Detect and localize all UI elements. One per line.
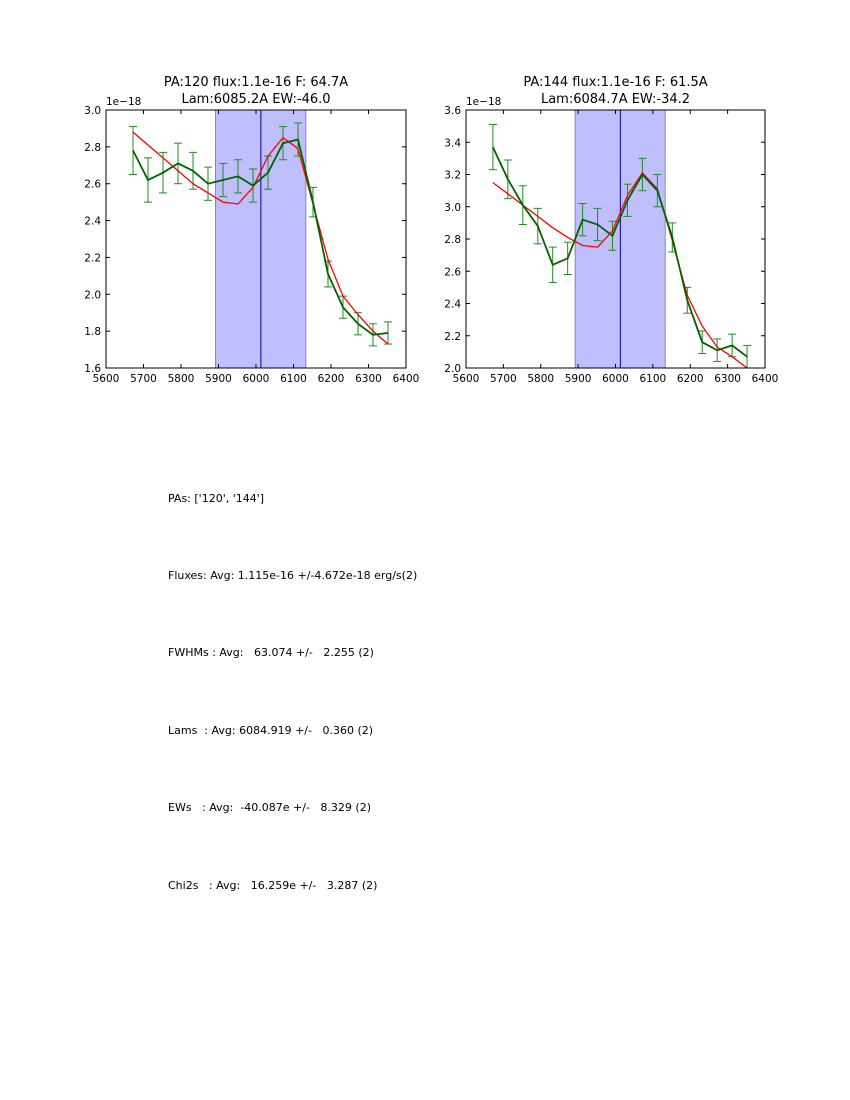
chart-pa120: 5600 5700 5800 5900 6000 6100 6200 6300 6400 1.6 1… — [84, 75, 419, 385]
chart0-xtick-label: 5900 — [205, 373, 232, 385]
chart0-title-line2: Lam:6085.2A EW:-46.0 — [181, 92, 330, 107]
chart0-xtick-label: 5600 — [93, 373, 120, 385]
figure: 5600 5700 5800 5900 6000 6100 6200 6300 6400 1.6 1… — [84, 75, 778, 385]
chart1-xtick-label: 6100 — [640, 373, 667, 385]
stats-lams: Lams : Avg: 6084.919 +/- 0.360 (2) — [168, 723, 374, 737]
chart1-ytick-label: 2.8 — [444, 234, 461, 246]
chart0-xtick-label: 6400 — [393, 373, 420, 385]
chart0-title-line1: PA:120 flux:1.1e-16 F: 64.7A — [164, 75, 348, 90]
chart0-xtick-label: 6100 — [280, 373, 307, 385]
stats-fwhms: FWHMs : Avg: 63.074 +/- 2.255 (2) — [168, 646, 374, 660]
chart0-xtick-label: 5700 — [130, 373, 157, 385]
stats-pas: PAs: ['120', '144'] — [168, 491, 265, 505]
stats-block: PAs: ['120', '144'] Fluxes: Avg: 1.115e-… — [168, 434, 417, 924]
chart1-ytick-label: 2.2 — [444, 331, 461, 343]
chart1-xtick-label: 5900 — [565, 373, 592, 385]
chart0-ytick-label: 2.6 — [84, 179, 101, 191]
chart1-ytick-label: 2.6 — [444, 266, 461, 278]
chart0-data-line — [132, 138, 389, 336]
chart0-ytick-label: 3.0 — [84, 105, 101, 117]
chart1-xtick-label: 6000 — [602, 373, 629, 385]
chart1-xtick-label: 6300 — [714, 373, 741, 385]
chart-pa144: 5600 5700 5800 5900 6000 6100 6200 6300 6400 2.0 2… — [444, 75, 778, 385]
stats-ews: EWs : Avg: -40.087e +/- 8.329 (2) — [168, 801, 371, 815]
chart0-offset-label: 1e−18 — [106, 96, 141, 108]
chart0-xtick-label: 5800 — [168, 373, 195, 385]
chart1-ytick-label: 2.0 — [444, 363, 461, 375]
chart1-xtick-label: 6400 — [752, 373, 779, 385]
chart1-ytick-label: 3.2 — [444, 170, 461, 182]
chart0-xtick-label: 6200 — [318, 373, 345, 385]
chart0-ytick-label: 2.0 — [84, 289, 101, 301]
chart1-title-line2: Lam:6084.7A EW:-34.2 — [541, 92, 690, 107]
stats-fluxes: Fluxes: Avg: 1.115e-16 +/-4.672e-18 erg/… — [168, 568, 418, 582]
chart0-xtick-label: 6300 — [355, 373, 382, 385]
chart1-ytick-label: 3.0 — [444, 202, 461, 214]
chart0-ytick-label: 2.2 — [84, 252, 101, 264]
chart0-ytick-label: 1.6 — [84, 363, 101, 375]
chart1-xtick-label: 6200 — [677, 373, 704, 385]
chart0-ytick-label: 1.8 — [84, 326, 101, 338]
chart0-fit-line — [132, 131, 389, 345]
chart1-ytick-label: 3.4 — [444, 137, 461, 149]
chart1-ytick-label: 2.4 — [444, 299, 461, 311]
chart0-ytick-label: 2.8 — [84, 142, 101, 154]
chart1-xtick-label: 5600 — [453, 373, 480, 385]
chart1-xtick-label: 5700 — [490, 373, 517, 385]
chart1-data-line — [492, 146, 748, 358]
chart1-ytick-label: 3.6 — [444, 105, 461, 117]
chart1-title-line1: PA:144 flux:1.1e-16 F: 61.5A — [523, 75, 707, 90]
chart1-offset-label: 1e−18 — [466, 96, 501, 108]
chart0-ytick-label: 2.4 — [84, 216, 101, 228]
chart1-fit-line — [492, 171, 748, 369]
chart0-xtick-label: 6000 — [243, 373, 270, 385]
stats-chi2s: Chi2s : Avg: 16.259e +/- 3.287 (2) — [168, 878, 378, 892]
chart1-xtick-label: 5800 — [527, 373, 554, 385]
